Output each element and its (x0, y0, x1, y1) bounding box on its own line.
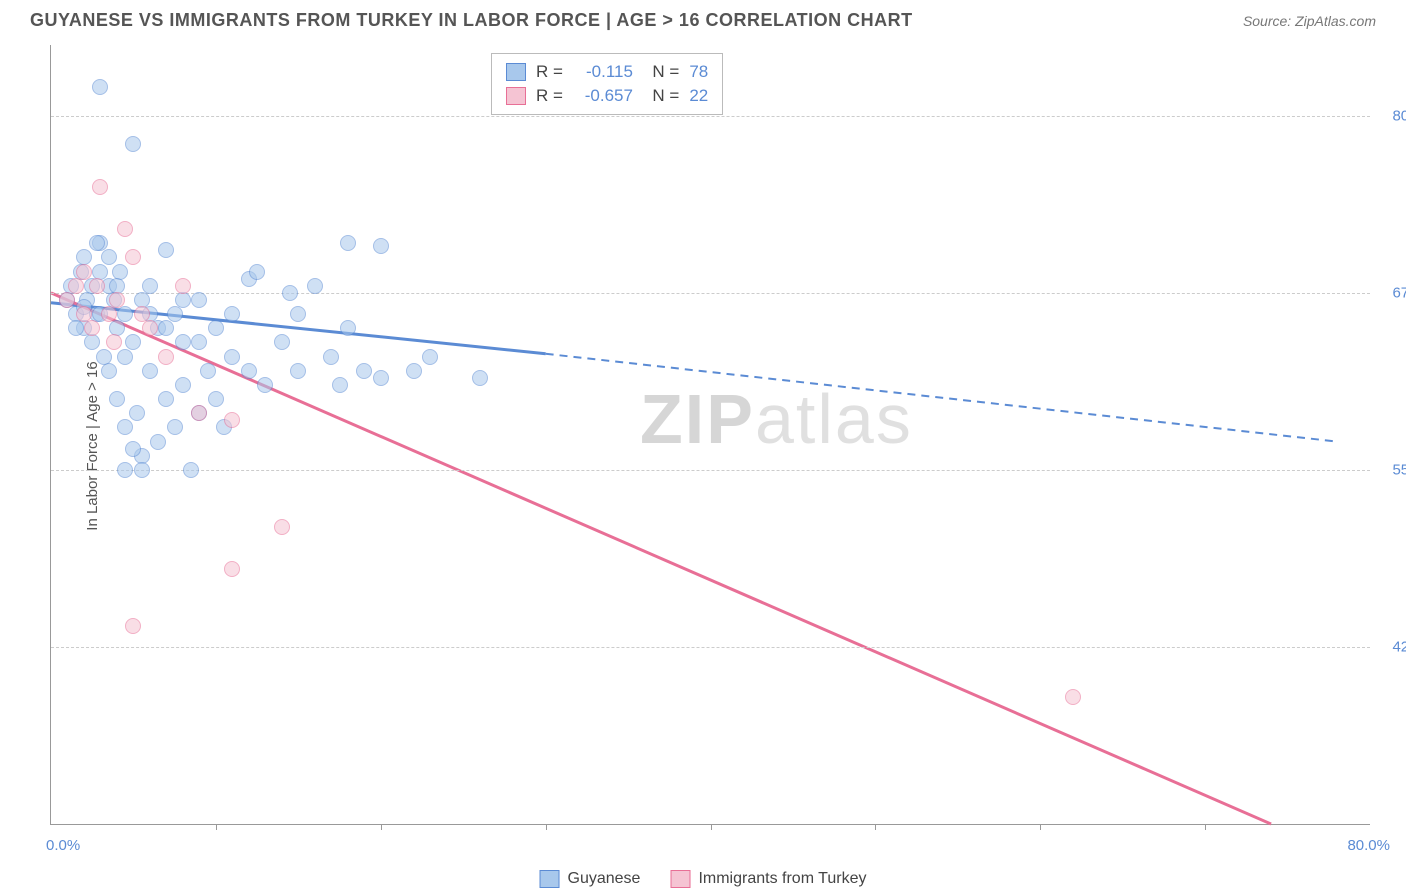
chart-title: GUYANESE VS IMMIGRANTS FROM TURKEY IN LA… (30, 10, 913, 31)
data-point (422, 349, 438, 365)
data-point (373, 238, 389, 254)
data-point (101, 306, 117, 322)
x-tick (711, 824, 712, 830)
data-point (208, 391, 224, 407)
data-point (101, 363, 117, 379)
data-point (84, 320, 100, 336)
data-point (406, 363, 422, 379)
data-point (134, 462, 150, 478)
data-point (274, 519, 290, 535)
data-point (68, 320, 84, 336)
x-tick (216, 824, 217, 830)
data-point (109, 391, 125, 407)
x-max-label: 80.0% (1347, 837, 1390, 854)
data-point (249, 264, 265, 280)
data-point (167, 306, 183, 322)
chart-svg (51, 45, 1370, 824)
data-point (208, 320, 224, 336)
data-point (257, 377, 273, 393)
data-point (340, 235, 356, 251)
data-point (241, 363, 257, 379)
data-point (125, 334, 141, 350)
data-point (158, 242, 174, 258)
data-point (175, 278, 191, 294)
data-point (109, 292, 125, 308)
data-point (158, 391, 174, 407)
data-point (142, 320, 158, 336)
data-point (224, 412, 240, 428)
data-point (117, 419, 133, 435)
data-point (307, 278, 323, 294)
data-point (158, 349, 174, 365)
data-point (89, 235, 105, 251)
data-point (92, 79, 108, 95)
data-point (282, 285, 298, 301)
data-point (373, 370, 389, 386)
data-point (117, 462, 133, 478)
data-point (106, 334, 122, 350)
data-point (125, 618, 141, 634)
data-point (92, 179, 108, 195)
data-point (323, 349, 339, 365)
data-point (200, 363, 216, 379)
data-point (117, 306, 133, 322)
gridline (51, 116, 1370, 117)
data-point (183, 462, 199, 478)
data-point (332, 377, 348, 393)
data-point (274, 334, 290, 350)
data-point (84, 334, 100, 350)
data-point (472, 370, 488, 386)
data-point (191, 405, 207, 421)
gridline (51, 293, 1370, 294)
data-point (101, 249, 117, 265)
data-point (191, 292, 207, 308)
data-point (76, 264, 92, 280)
data-point (125, 136, 141, 152)
data-point (290, 363, 306, 379)
data-point (142, 278, 158, 294)
data-point (191, 334, 207, 350)
legend-swatch (670, 870, 690, 888)
data-point (224, 306, 240, 322)
data-point (356, 363, 372, 379)
data-point (224, 561, 240, 577)
data-point (117, 221, 133, 237)
data-point (59, 292, 75, 308)
x-tick (381, 824, 382, 830)
source-attribution: Source: ZipAtlas.com (1243, 13, 1376, 29)
legend-label: Guyanese (568, 870, 641, 888)
data-point (158, 320, 174, 336)
data-point (129, 405, 145, 421)
data-point (175, 334, 191, 350)
legend-label: Immigrants from Turkey (698, 870, 866, 888)
y-tick-label: 42.5% (1392, 638, 1406, 655)
data-point (68, 278, 84, 294)
y-tick-label: 55.0% (1392, 461, 1406, 478)
legend-swatch (540, 870, 560, 888)
y-tick-label: 80.0% (1392, 107, 1406, 124)
x-tick (546, 824, 547, 830)
y-tick-label: 67.5% (1392, 284, 1406, 301)
data-point (167, 419, 183, 435)
gridline (51, 470, 1370, 471)
data-point (142, 363, 158, 379)
x-tick (1040, 824, 1041, 830)
data-point (175, 377, 191, 393)
scatter-chart: ZIPatlas R = -0.115 N = 78 R = -0.657 N … (50, 45, 1370, 825)
data-point (89, 278, 105, 294)
data-point (290, 306, 306, 322)
x-min-label: 0.0% (46, 837, 80, 854)
data-point (1065, 689, 1081, 705)
data-point (117, 349, 133, 365)
gridline (51, 647, 1370, 648)
data-point (175, 292, 191, 308)
data-point (125, 249, 141, 265)
data-point (125, 441, 141, 457)
data-point (224, 349, 240, 365)
legend: Guyanese Immigrants from Turkey (540, 870, 867, 888)
data-point (340, 320, 356, 336)
data-point (150, 434, 166, 450)
x-tick (1205, 824, 1206, 830)
x-tick (875, 824, 876, 830)
